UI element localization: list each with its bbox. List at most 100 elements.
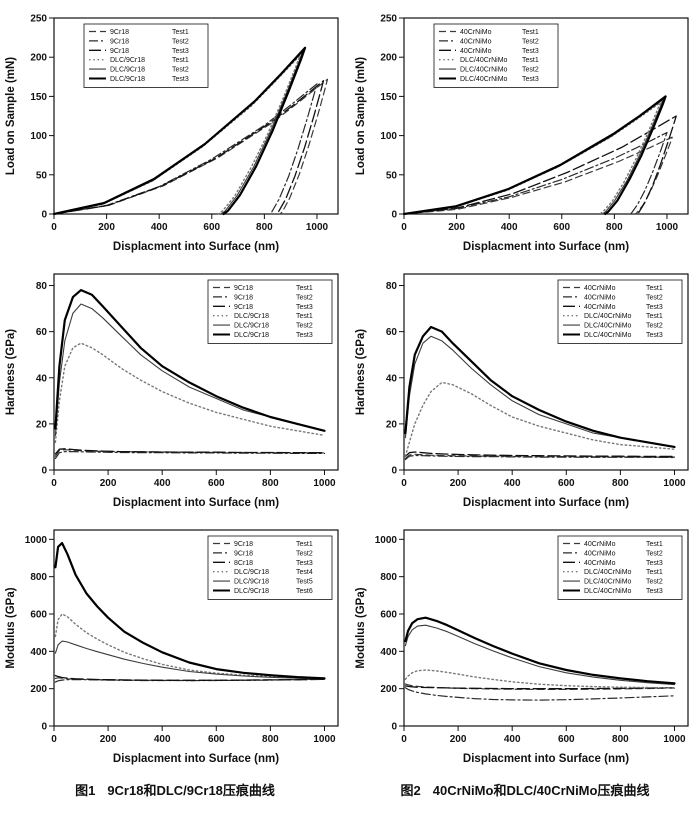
y-tick-label: 150 — [380, 92, 397, 103]
legend-series-name: 40CrNiMo — [584, 304, 616, 311]
legend-series-name: 40CrNiMo — [584, 541, 616, 548]
chart-hardness-40crnimo: 0 200 400 600 800 1000 0 20 40 60 80 Displacment in… — [350, 260, 700, 516]
legend-series-name: DLC/9Cr18 — [110, 76, 145, 83]
series-line-9Cr18-Test2 — [54, 451, 326, 460]
x-tick-label: 400 — [501, 222, 518, 233]
x-tick-label: 800 — [606, 222, 623, 233]
legend-series-name: DLC/40CrNiMo — [584, 579, 632, 586]
series-line-40CrNiMo-Test2 — [403, 131, 668, 215]
legend-series-name: 40CrNiMo — [584, 560, 616, 567]
x-tick-label: 1000 — [306, 222, 329, 233]
y-tick-label: 250 — [30, 14, 47, 25]
chart-canvas-hardness-40crnimo: 0 200 400 600 800 1000 0 20 40 60 80 Displacment in… — [355, 273, 689, 509]
legend-series-test: Test3 — [522, 76, 539, 83]
y-tick-label: 600 — [30, 610, 47, 621]
legend-series-name: DLC/40CrNiMo — [584, 323, 632, 330]
series-line-9Cr18-Test1 — [53, 78, 329, 215]
chart-canvas-modulus-9cr18: 0 200 400 600 800 1000 0 200 400 600 800 1000 Displa… — [5, 529, 339, 765]
legend-series-name: 8Cr18 — [234, 560, 253, 567]
x-axis-label: Displacment into Surface (nm) — [463, 497, 629, 509]
plot-frame — [53, 17, 339, 215]
x-tick-label: 600 — [208, 478, 225, 489]
legend-series-name: DLC/40CrNiMo — [460, 76, 508, 83]
legend-series-test: Test1 — [646, 285, 663, 292]
y-tick-label: 0 — [391, 210, 397, 221]
y-tick-label: 1000 — [25, 535, 48, 546]
legend-series-name: 9Cr18 — [234, 550, 253, 557]
caption-figure2: 图2 40CrNiMo和DLC/40CrNiMo压痕曲线 — [350, 780, 700, 799]
x-tick-label: 400 — [504, 478, 521, 489]
legend-series-test: Test1 — [646, 313, 663, 320]
legend-series-test: Test2 — [646, 294, 663, 301]
chart-hardness-9cr18: 0 200 400 600 800 1000 0 20 40 60 80 Displacment in… — [0, 260, 350, 516]
y-tick-label: 600 — [380, 610, 397, 621]
legend-box — [557, 279, 683, 344]
x-tick-label: 600 — [558, 734, 575, 745]
caption2-label: 图2 — [400, 783, 421, 798]
y-tick-label: 20 — [36, 419, 48, 430]
legend-series-name: DLC/9Cr18 — [110, 67, 145, 74]
x-tick-label: 800 — [612, 478, 629, 489]
legend-series-test: Test2 — [522, 67, 539, 74]
legend-series-test: Test1 — [296, 541, 313, 548]
legend-series-test: Test5 — [296, 579, 313, 586]
legend-series-name: 40CrNiMo — [460, 48, 492, 55]
x-tick-label: 600 — [203, 222, 220, 233]
x-tick-label: 200 — [100, 478, 117, 489]
legend-series-test: Test1 — [296, 285, 313, 292]
plot-frame — [53, 529, 339, 727]
caption1-label: 图1 — [75, 783, 96, 798]
x-tick-label: 1000 — [656, 222, 679, 233]
y-tick-label: 100 — [30, 131, 47, 142]
series-line-9Cr18-Test3 — [54, 448, 326, 455]
series-line-8Cr18-Test3 — [54, 674, 326, 681]
legend-series-test: Test2 — [296, 294, 313, 301]
legend-series-test: Test1 — [172, 29, 189, 36]
x-tick-label: 200 — [98, 222, 115, 233]
legend-series-name: 9Cr18 — [234, 304, 253, 311]
series-line-DLC-9Cr18-Test3 — [52, 46, 307, 216]
legend-series-name: DLC/40CrNiMo — [584, 332, 632, 339]
series-line-DLC-9Cr18-Test1 — [53, 54, 301, 215]
chart-canvas-load-9cr18: 0 200 400 600 800 1000 0 50 100 150 200 250 Displacm… — [5, 14, 339, 253]
y-tick-label: 250 — [380, 14, 397, 25]
x-axis-label: Displacment into Surface (nm) — [463, 241, 629, 253]
legend-series-test: Test2 — [296, 323, 313, 330]
legend-series-test: Test2 — [296, 550, 313, 557]
legend-box — [433, 23, 559, 88]
y-tick-label: 40 — [386, 373, 398, 384]
y-axis-label: Load on Sample (mN) — [355, 57, 367, 175]
x-tick-label: 600 — [553, 222, 570, 233]
x-tick-label: 800 — [262, 478, 279, 489]
x-tick-label: 0 — [401, 478, 407, 489]
legend-box — [557, 535, 683, 600]
y-tick-label: 80 — [386, 281, 398, 292]
series-line-DLC-40CrNiMo-Test3 — [404, 616, 676, 685]
legend-series-test: Test4 — [296, 569, 313, 576]
y-tick-label: 200 — [380, 684, 397, 695]
legend-series-test: Test2 — [646, 550, 663, 557]
legend-series-name: DLC/9Cr18 — [234, 588, 269, 595]
legend-series-name: DLC/9Cr18 — [234, 313, 269, 320]
legend-series-test: Test2 — [172, 67, 189, 74]
series-line-DLC-9Cr18-Test3 — [54, 289, 326, 432]
series-line-40CrNiMo-Test2 — [404, 687, 676, 701]
y-axis-label: Modulus (GPa) — [5, 587, 17, 668]
caption-figure1: 图1 9Cr18和DLC/9Cr18压痕曲线 — [0, 780, 350, 799]
x-tick-label: 200 — [448, 222, 465, 233]
chart-canvas-modulus-40crnimo: 0 200 400 600 800 1000 0 200 400 600 800 1000 Displa… — [355, 529, 689, 765]
legend-series-name: 40CrNiMo — [460, 38, 492, 45]
legend-series-name: 40CrNiMo — [460, 29, 492, 36]
series-line-9Cr18-Test3 — [53, 80, 325, 215]
legend-series-test: Test6 — [296, 588, 313, 595]
legend-series-test: Test3 — [522, 48, 539, 55]
x-tick-label: 1000 — [663, 478, 686, 489]
chart-load-40crnimo: 0 200 400 600 800 1000 0 50 100 150 200 250 Displacm… — [350, 4, 700, 260]
y-tick-label: 200 — [380, 53, 397, 64]
x-tick-label: 800 — [256, 222, 273, 233]
legend-series-test: Test2 — [172, 38, 189, 45]
y-tick-label: 60 — [386, 327, 398, 338]
legend-series-test: Test3 — [296, 304, 313, 311]
y-tick-label: 800 — [380, 572, 397, 583]
series-line-DLC-40CrNiMo-Test1 — [404, 669, 676, 689]
